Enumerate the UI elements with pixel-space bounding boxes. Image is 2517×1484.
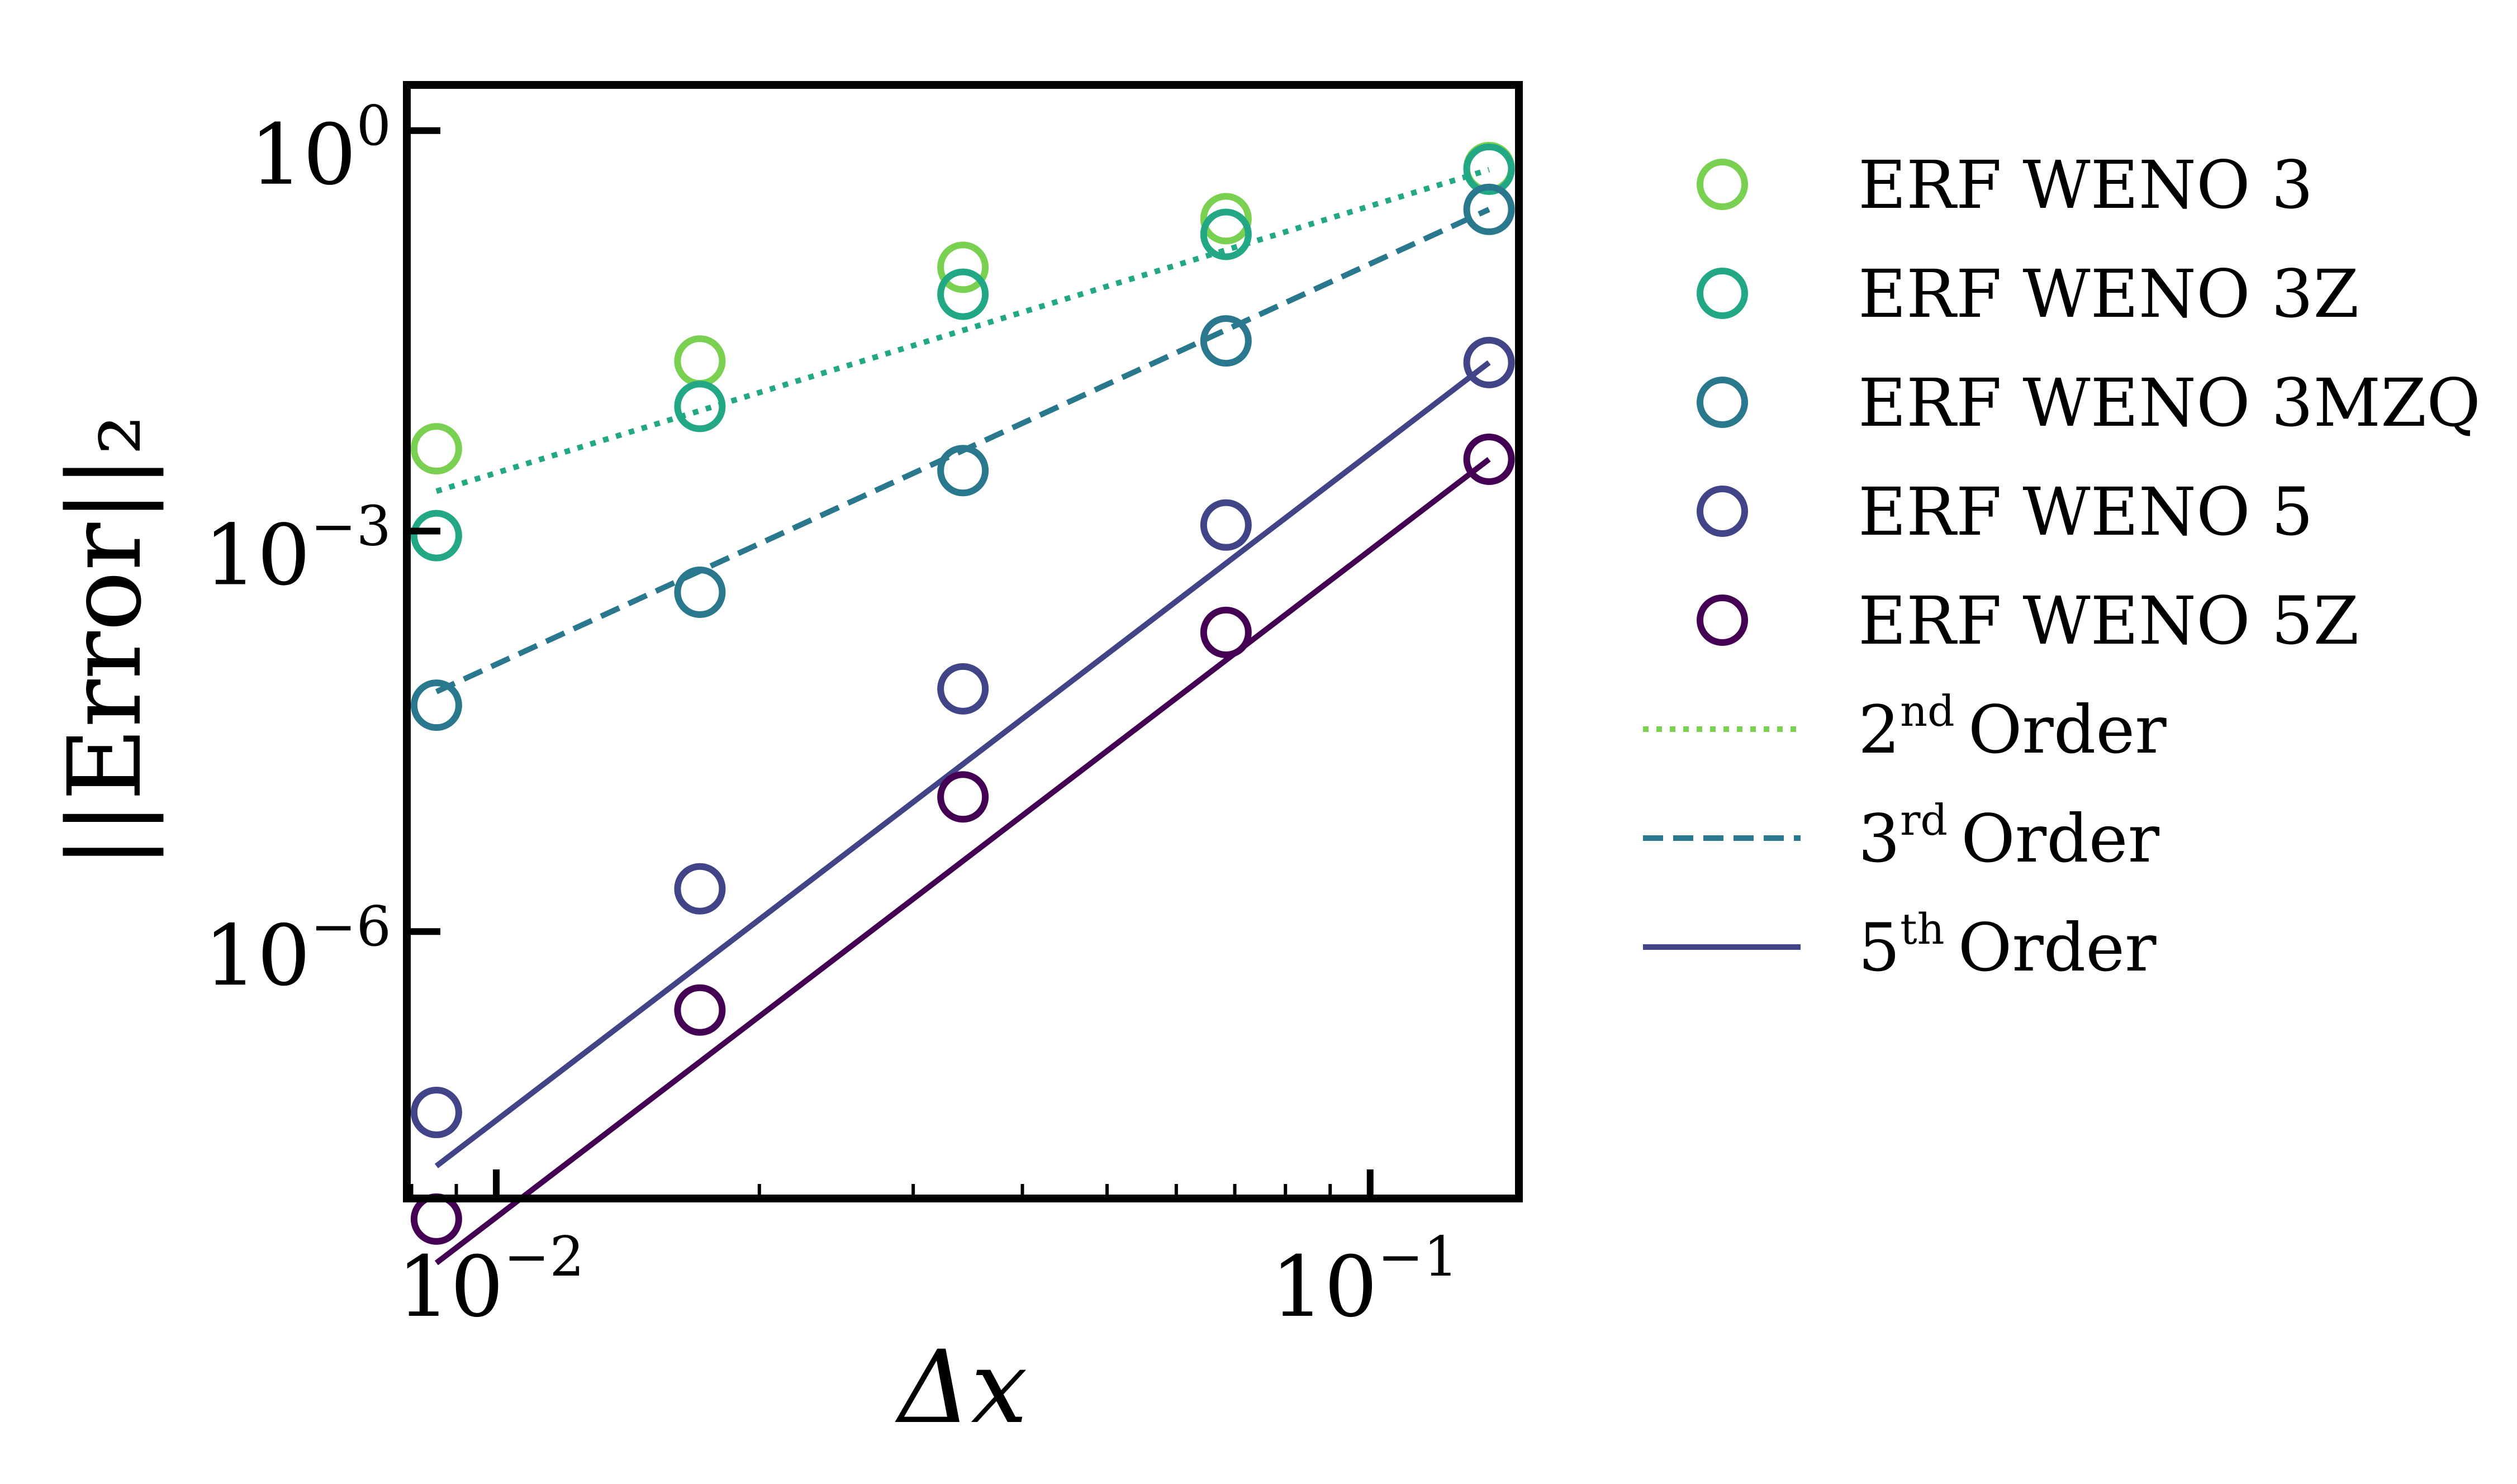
x-tick-label: 10−2 bbox=[397, 1225, 584, 1336]
legend-marker-erf-weno-3 bbox=[1697, 159, 1748, 210]
point-erf-weno-3-0 bbox=[410, 423, 462, 475]
point-erf-weno-5-0 bbox=[410, 1087, 462, 1139]
legend-marker-erf-weno-3z bbox=[1697, 268, 1748, 319]
point-erf-weno-3mzq-4 bbox=[1463, 183, 1515, 235]
point-erf-weno-5-2 bbox=[937, 663, 989, 715]
legend-label-erf-weno-5: ERF WENO 5 bbox=[1858, 473, 2313, 550]
legend: ERF WENO 3 ERF WENO 3Z ERF WENO 3MZQ ERF WE… bbox=[1643, 146, 2481, 986]
point-erf-weno-3z-2 bbox=[937, 268, 989, 320]
legend-label-erf-weno-3: ERF WENO 3 bbox=[1858, 146, 2313, 223]
tick-labels: 100 10−3 10−6 10−2 10−1 bbox=[204, 94, 1459, 1336]
legend-label-erf-weno-5z: ERF WENO 5Z bbox=[1858, 582, 2359, 659]
point-erf-weno-5z-1 bbox=[674, 984, 726, 1036]
point-erf-weno-3mzq-3 bbox=[1200, 315, 1252, 367]
y-tick-exponent: 0 bbox=[357, 94, 391, 158]
point-erf-weno-3z-1 bbox=[674, 380, 726, 432]
legend-label-erf-weno-3z: ERF WENO 3Z bbox=[1858, 255, 2359, 332]
point-erf-weno-3z-4 bbox=[1463, 143, 1515, 195]
point-erf-weno-5-3 bbox=[1200, 499, 1252, 551]
point-erf-weno-5-1 bbox=[674, 863, 726, 915]
x-tick-exponent: −1 bbox=[1378, 1225, 1458, 1289]
legend-marker-erf-weno-3mzq bbox=[1697, 377, 1748, 428]
axis-ticks bbox=[407, 127, 1374, 1198]
plot-frame bbox=[403, 81, 1523, 1202]
point-erf-weno-5z-4 bbox=[1463, 434, 1515, 486]
legend-label-erf-weno-3mzq: ERF WENO 3MZQ bbox=[1858, 364, 2481, 441]
point-erf-weno-3mzq-2 bbox=[937, 445, 989, 497]
point-erf-weno-3z-0 bbox=[410, 510, 462, 562]
y-tick-exponent: −6 bbox=[311, 895, 391, 959]
y-tick-exponent: −3 bbox=[311, 495, 391, 559]
y-tick-label: 10−3 bbox=[204, 495, 391, 605]
point-erf-weno-3z-3 bbox=[1200, 208, 1252, 260]
legend-label-5th-order: 5th Order bbox=[1858, 904, 2157, 986]
point-erf-weno-3-2 bbox=[937, 241, 989, 293]
legend-marker-erf-weno-5 bbox=[1697, 486, 1748, 537]
x-tick-label: 10−1 bbox=[1271, 1225, 1458, 1336]
x-axis-label: Δx bbox=[895, 1329, 1028, 1446]
x-tick-exponent: −2 bbox=[504, 1225, 584, 1289]
legend-label-3rd-order: 3rd Order bbox=[1858, 795, 2160, 877]
point-erf-weno-3mzq-0 bbox=[410, 679, 462, 731]
y-tick-label: 10−6 bbox=[204, 895, 391, 1005]
y-tick-label: 100 bbox=[250, 94, 391, 204]
reference-line-2nd-order bbox=[435, 167, 1490, 494]
plot-marks bbox=[410, 141, 1515, 1266]
reference-line-fit-3 bbox=[434, 457, 1491, 1266]
point-erf-weno-5z-2 bbox=[937, 771, 989, 823]
point-erf-weno-3-3 bbox=[1200, 193, 1252, 245]
legend-label-2nd-order: 2nd Order bbox=[1858, 686, 2167, 768]
reference-line-5th-order bbox=[434, 360, 1491, 1168]
legend-marker-erf-weno-5z bbox=[1697, 594, 1748, 646]
point-erf-weno-3mzq-1 bbox=[674, 567, 726, 619]
point-erf-weno-5z-3 bbox=[1200, 606, 1252, 658]
point-erf-weno-5-4 bbox=[1463, 336, 1515, 388]
y-axis-label: ||Error||₂ bbox=[47, 415, 164, 869]
